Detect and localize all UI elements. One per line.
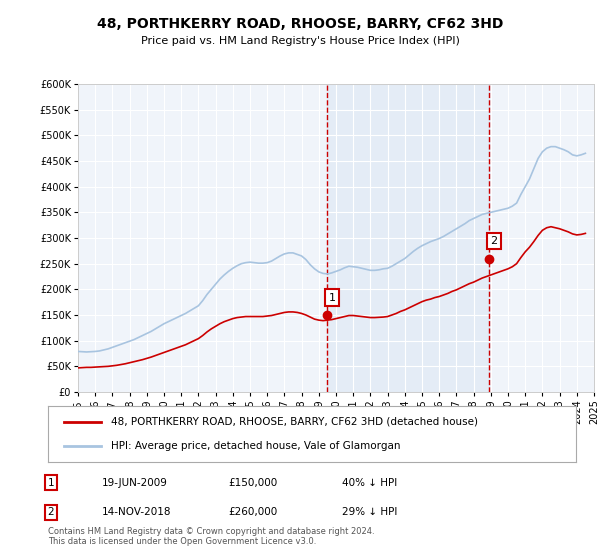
Text: £260,000: £260,000 xyxy=(228,507,277,517)
Text: 48, PORTHKERRY ROAD, RHOOSE, BARRY, CF62 3HD: 48, PORTHKERRY ROAD, RHOOSE, BARRY, CF62… xyxy=(97,17,503,31)
Text: 1: 1 xyxy=(47,478,55,488)
Text: HPI: Average price, detached house, Vale of Glamorgan: HPI: Average price, detached house, Vale… xyxy=(112,441,401,451)
Text: 48, PORTHKERRY ROAD, RHOOSE, BARRY, CF62 3HD (detached house): 48, PORTHKERRY ROAD, RHOOSE, BARRY, CF62… xyxy=(112,417,478,427)
Text: 1: 1 xyxy=(329,293,335,302)
Text: 40% ↓ HPI: 40% ↓ HPI xyxy=(342,478,397,488)
Text: 29% ↓ HPI: 29% ↓ HPI xyxy=(342,507,397,517)
Text: 14-NOV-2018: 14-NOV-2018 xyxy=(102,507,172,517)
Text: 2: 2 xyxy=(47,507,55,517)
Text: 19-JUN-2009: 19-JUN-2009 xyxy=(102,478,168,488)
Text: £150,000: £150,000 xyxy=(228,478,277,488)
Bar xyxy=(327,84,488,392)
Text: 2: 2 xyxy=(490,236,497,246)
Text: Contains HM Land Registry data © Crown copyright and database right 2024.
This d: Contains HM Land Registry data © Crown c… xyxy=(48,526,374,546)
Text: Price paid vs. HM Land Registry's House Price Index (HPI): Price paid vs. HM Land Registry's House … xyxy=(140,36,460,46)
